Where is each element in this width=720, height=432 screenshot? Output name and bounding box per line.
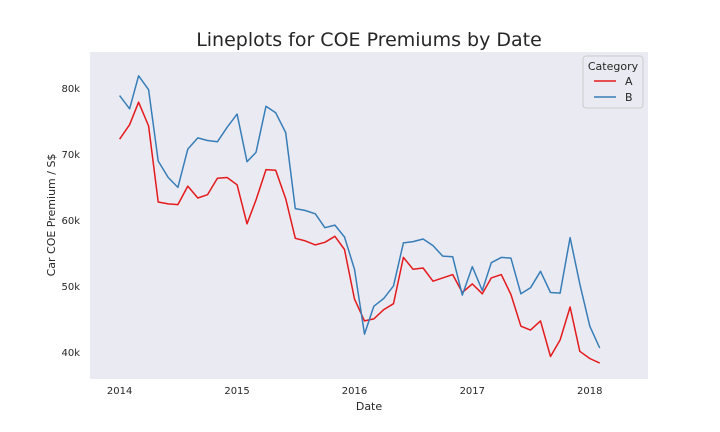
y-tick-label: 50k (61, 282, 80, 293)
y-axis-title: Car COE Premium / S$ (45, 154, 58, 277)
legend: Category A B (582, 55, 644, 109)
x-tick-label: 2015 (224, 386, 249, 397)
legend-label-a: A (625, 75, 633, 88)
series-line-b (119, 75, 601, 349)
legend-box (582, 55, 644, 109)
y-tick-label: 40k (61, 348, 80, 359)
x-tick-label: 2014 (107, 386, 132, 397)
x-tick-label: 2017 (460, 386, 485, 397)
series-line-a (118, 101, 601, 364)
series-lines (118, 75, 601, 364)
plot-area (90, 52, 648, 379)
legend-title: Category (588, 60, 639, 73)
y-tick-label: 70k (61, 150, 80, 161)
x-tick-label: 2018 (577, 386, 602, 397)
x-axis-title: Date (356, 400, 383, 413)
x-tick-label: 2016 (342, 386, 367, 397)
y-tick-label: 60k (61, 216, 80, 227)
y-tick-label: 80k (61, 84, 80, 95)
chart-title: Lineplots for COE Premiums by Date (196, 29, 542, 51)
y-axis-ticks: 40k 50k 60k 70k 80k (61, 84, 80, 359)
x-axis-ticks: 2014 2015 2016 2017 2018 (107, 386, 603, 397)
legend-label-b: B (625, 91, 633, 104)
